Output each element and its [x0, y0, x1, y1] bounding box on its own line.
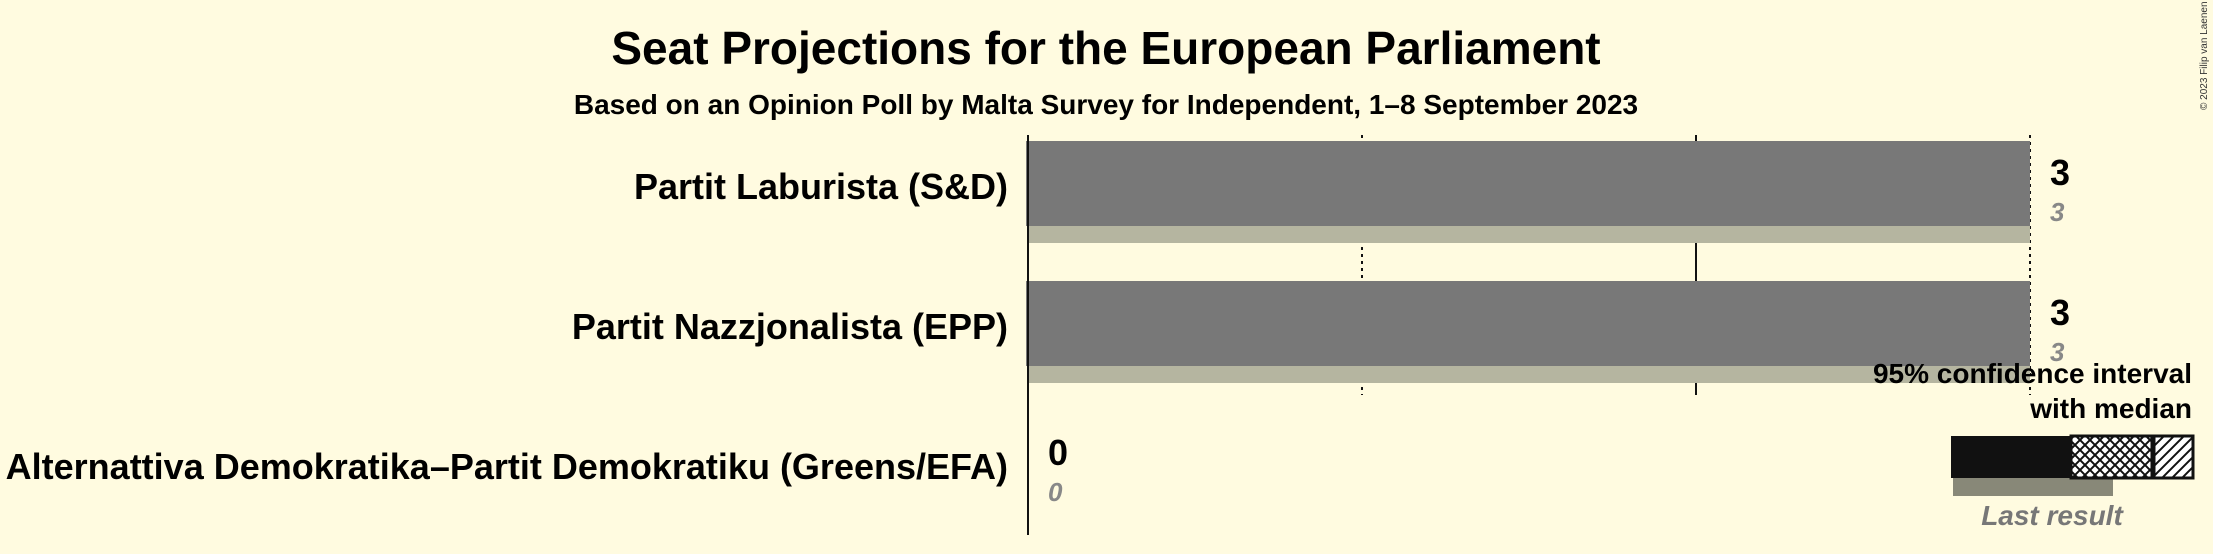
legend-last-result-label: Last result — [1981, 500, 2124, 531]
value-label: 3 — [2050, 292, 2070, 333]
legend-ci-line2: with median — [2029, 393, 2192, 424]
labels: Partit Laburista (S&D) 3 3 Partit Nazzjonal… — [6, 152, 2070, 507]
legend-ci-line1: 95% confidence interval — [1873, 358, 2192, 389]
last-result-value-label: 3 — [2050, 197, 2065, 227]
bars — [1026, 141, 2030, 383]
party-label: Partit Laburista (S&D) — [634, 166, 1008, 207]
legend: 95% confidence interval with median Last… — [1873, 358, 2195, 531]
median-bar — [1026, 141, 2030, 226]
last-result-bar — [1028, 226, 2030, 243]
legend-ci-hatch-swatch — [2151, 434, 2195, 480]
legend-last-result-swatch — [1953, 478, 2113, 496]
median-bar — [1026, 281, 2030, 366]
party-label: Partit Nazzjonalista (EPP) — [572, 306, 1008, 347]
last-result-value-label: 0 — [1048, 477, 1063, 507]
party-label: Alternattiva Demokratika–Partit Demokrat… — [6, 446, 1008, 487]
chart-subtitle: Based on an Opinion Poll by Malta Survey… — [574, 89, 1638, 120]
copyright-text: © 2023 Filip van Laenen — [2199, 1, 2210, 110]
chart-title: Seat Projections for the European Parlia… — [611, 22, 1600, 74]
legend-ci-crosshatch-swatch — [2069, 434, 2155, 480]
last-result-bar — [1028, 366, 2030, 383]
last-result-value-label: 3 — [2050, 337, 2065, 367]
value-label: 3 — [2050, 152, 2070, 193]
legend-ci-solid-swatch — [1951, 436, 2071, 478]
value-label: 0 — [1048, 432, 1068, 473]
